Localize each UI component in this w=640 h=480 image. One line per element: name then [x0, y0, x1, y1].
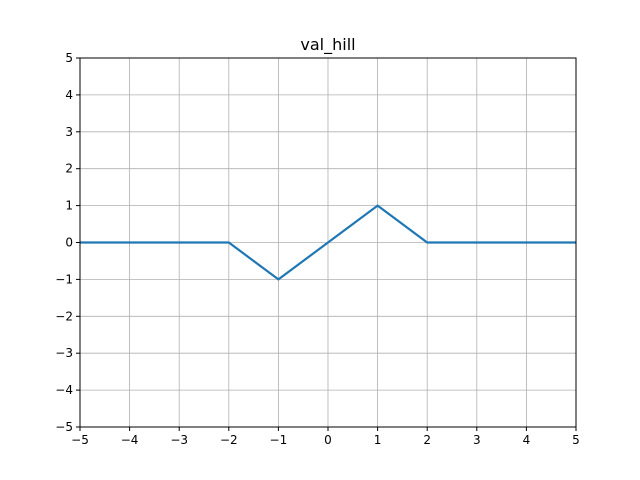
x-tick-label: −5	[71, 433, 89, 447]
y-tick-label: 5	[65, 51, 73, 65]
y-tick-label: −2	[55, 309, 73, 323]
y-tick-label: −1	[55, 272, 73, 286]
y-tick-label: 2	[65, 162, 73, 176]
x-tick-label: 3	[473, 433, 481, 447]
x-tick-label: −3	[170, 433, 188, 447]
y-tick-label: 1	[65, 199, 73, 213]
x-tick-label: 5	[572, 433, 580, 447]
series-line	[80, 204, 576, 281]
x-tick-label: 2	[423, 433, 431, 447]
x-tick-label: 1	[374, 433, 382, 447]
x-tick-label: −1	[270, 433, 288, 447]
x-tick-label: 0	[324, 433, 332, 447]
y-tick-label: 3	[65, 125, 73, 139]
y-tick-label: 4	[65, 88, 73, 102]
chart-title: val_hill	[300, 35, 355, 55]
y-tick-label: −3	[55, 346, 73, 360]
y-tick-label: 0	[65, 236, 73, 250]
ticks: −5 −4 −3 −2 −1 0 1 2 3 4 5 −5 −4 −3 −2 −1 0 1 2 3 4 5	[55, 51, 580, 447]
y-tick-label: −5	[55, 420, 73, 434]
series-layer	[80, 204, 576, 281]
x-tick-label: −4	[121, 433, 139, 447]
y-tick-label: −4	[55, 383, 73, 397]
x-tick-label: 4	[523, 433, 531, 447]
x-tick-label: −2	[220, 433, 238, 447]
